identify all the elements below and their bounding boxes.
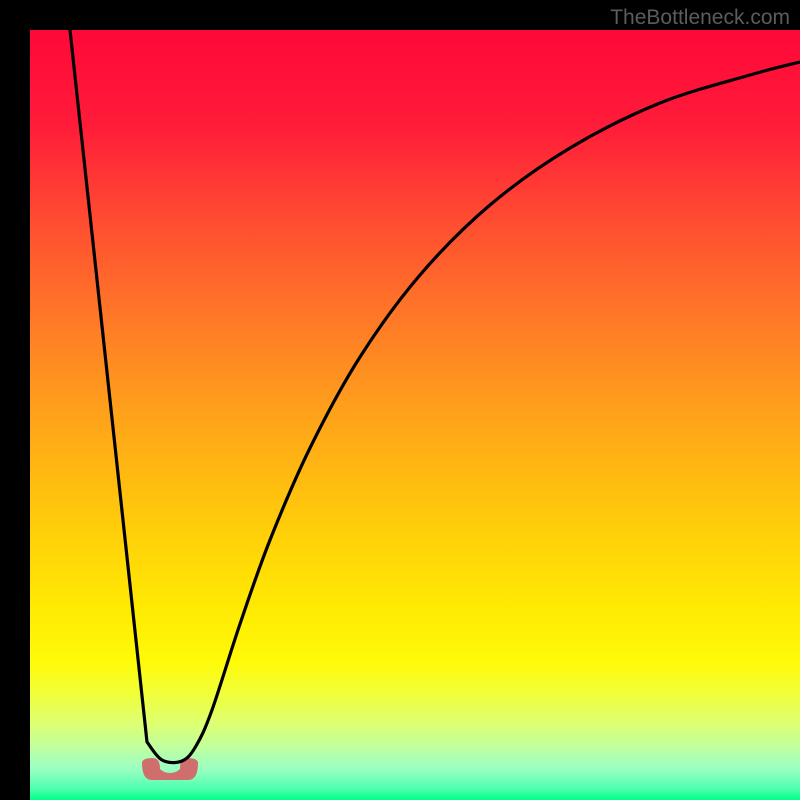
watermark-text: TheBottleneck.com [610, 6, 790, 30]
chart-canvas: TheBottleneck.com [0, 0, 800, 800]
plot-area [30, 30, 800, 800]
curve-layer [30, 30, 800, 800]
v-curve [70, 30, 800, 763]
